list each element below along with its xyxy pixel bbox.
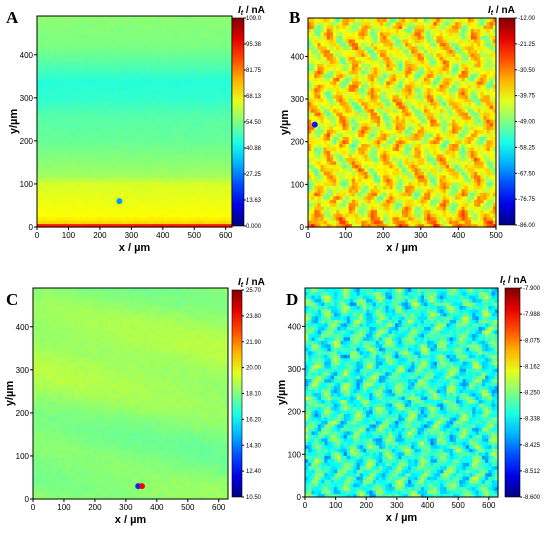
x-tick-label: 200 bbox=[93, 231, 107, 240]
colorbar bbox=[232, 18, 244, 226]
panel-letter-a: A bbox=[6, 8, 18, 28]
x-tick-label: 600 bbox=[219, 231, 233, 240]
y-axis-label: y/µm bbox=[8, 109, 20, 135]
x-axis-label: x / µm bbox=[119, 242, 151, 254]
colorbar-tick-label: 109.0 bbox=[246, 16, 262, 22]
colorbar-tick-label: 40.88 bbox=[246, 146, 262, 152]
y-tick-label: 100 bbox=[20, 180, 34, 189]
x-tick-label: 0 bbox=[35, 231, 40, 240]
x-tick-label: 300 bbox=[125, 231, 139, 240]
colorbar-tick-label: 81.75 bbox=[246, 68, 262, 74]
x-tick-label: 500 bbox=[188, 231, 202, 240]
y-tick-label: 200 bbox=[20, 137, 34, 146]
x-tick-label: 400 bbox=[156, 231, 170, 240]
heatmap-field bbox=[37, 16, 233, 228]
colorbar-tick-label: 95.38 bbox=[246, 42, 262, 48]
colorbar-tick-label: 0.000 bbox=[246, 224, 262, 230]
colorbar-tick-label: 54.50 bbox=[246, 120, 262, 126]
colorbar-tick-label: 27.25 bbox=[246, 172, 262, 178]
heatmap-a: 0 100 200 300 400 500 600 0 100 200 300 400 x / µm y/… bbox=[0, 0, 275, 268]
heatmap-field bbox=[308, 18, 497, 228]
x-tick-label: 100 bbox=[62, 231, 76, 240]
colorbar-tick-label: 68.13 bbox=[246, 94, 262, 100]
heatmap-spot bbox=[116, 198, 122, 204]
y-tick-label: 300 bbox=[20, 94, 34, 103]
colorbar-title: It / nA bbox=[238, 5, 265, 17]
colorbar-tick-label: 13.63 bbox=[246, 198, 262, 204]
y-tick-label: 400 bbox=[20, 51, 34, 60]
y-tick-label: 0 bbox=[29, 223, 34, 232]
panel-letter-b: B bbox=[289, 8, 300, 28]
panel-a: A 0 100 200 300 400 500 600 0 100 200 300 400 x / µm… bbox=[0, 0, 275, 268]
